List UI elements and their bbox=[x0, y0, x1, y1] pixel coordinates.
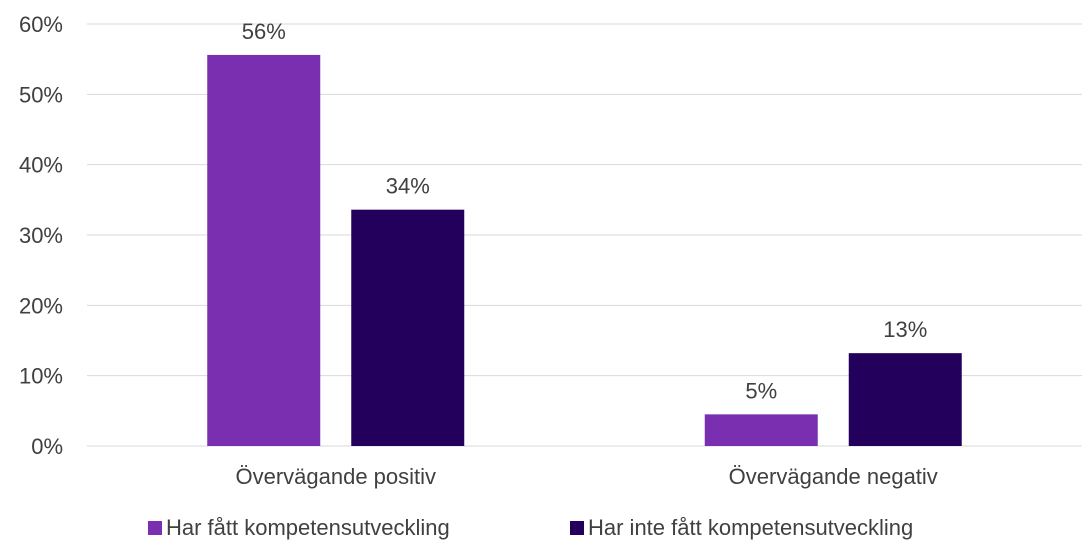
bars bbox=[207, 54, 962, 447]
x-category-label: Övervägande negativ bbox=[729, 464, 938, 489]
legend-label: Har inte fått kompetensutveckling bbox=[588, 515, 913, 540]
legend-swatch bbox=[148, 521, 162, 535]
y-tick-label: 0% bbox=[31, 434, 63, 459]
legend-item: Har inte fått kompetensutveckling bbox=[570, 515, 913, 540]
bar bbox=[351, 209, 465, 446]
legend-item: Har fått kompetensutveckling bbox=[148, 515, 450, 540]
bar bbox=[848, 353, 962, 446]
y-tick-label: 20% bbox=[19, 293, 63, 318]
data-label: 5% bbox=[745, 378, 777, 403]
x-axis-categories: Övervägande positiv Övervägande negativ bbox=[235, 464, 937, 489]
y-axis-ticks: 0% 10% 20% 30% 40% 50% 60% bbox=[19, 12, 63, 459]
y-tick-label: 30% bbox=[19, 223, 63, 248]
y-tick-label: 40% bbox=[19, 153, 63, 178]
y-tick-label: 50% bbox=[19, 82, 63, 107]
y-tick-label: 60% bbox=[19, 12, 63, 37]
legend-label: Har fått kompetensutveckling bbox=[166, 515, 450, 540]
data-label: 56% bbox=[242, 19, 286, 44]
legend: Har fått kompetensutveckling Har inte fåt… bbox=[148, 515, 913, 540]
legend-swatch bbox=[570, 521, 584, 535]
bar bbox=[704, 414, 818, 446]
bar bbox=[207, 54, 321, 447]
data-label: 13% bbox=[883, 317, 927, 342]
data-labels: 56% 34% 5% 13% bbox=[242, 19, 928, 403]
x-category-label: Övervägande positiv bbox=[235, 464, 436, 489]
y-tick-label: 10% bbox=[19, 364, 63, 389]
data-label: 34% bbox=[386, 174, 430, 199]
